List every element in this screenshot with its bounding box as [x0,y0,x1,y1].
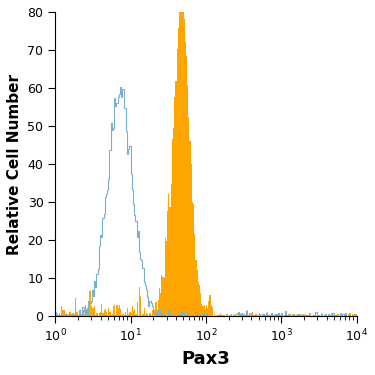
Y-axis label: Relative Cell Number: Relative Cell Number [7,74,22,255]
X-axis label: Pax3: Pax3 [182,350,230,368]
